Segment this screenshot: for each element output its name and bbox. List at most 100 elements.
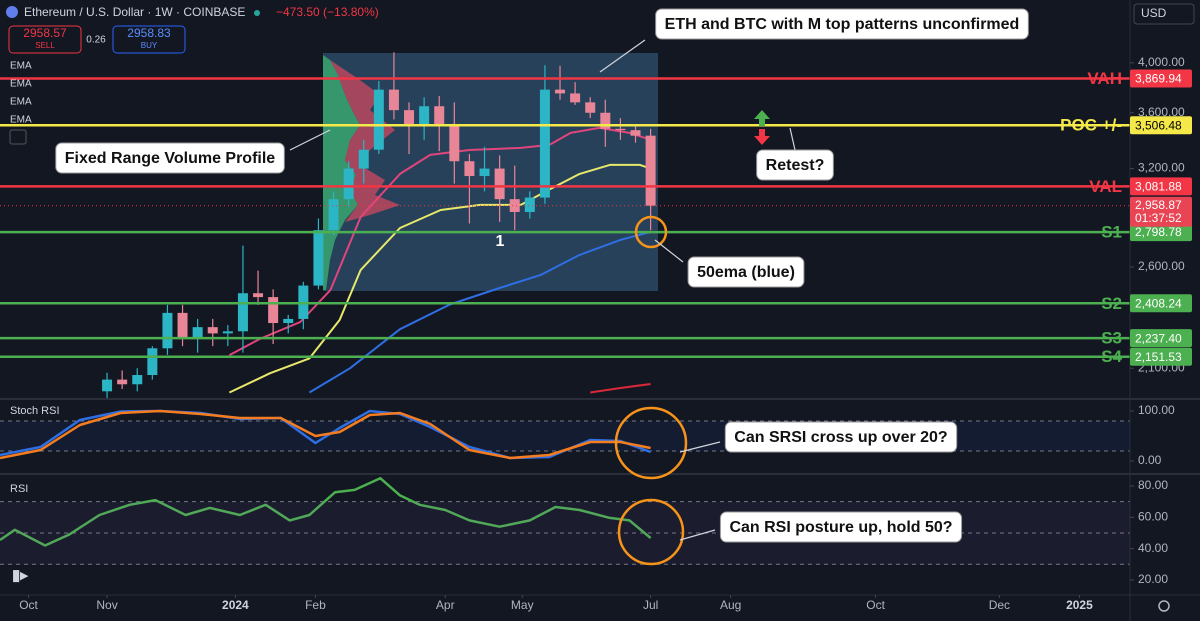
candle-body bbox=[434, 106, 445, 127]
y-tick-label: 60.00 bbox=[1138, 509, 1168, 523]
sell-button[interactable]: 2958.57 SELL bbox=[8, 25, 82, 54]
candle-body bbox=[555, 89, 566, 94]
annotation-text: Can SRSI cross up over 20? bbox=[734, 429, 947, 446]
spread: 0.26 bbox=[86, 35, 106, 46]
level-price-box bbox=[1130, 294, 1192, 313]
level-price-box bbox=[1130, 116, 1192, 135]
axes: 4,000.003,600.003,200.002,600.002,100.00… bbox=[19, 55, 1192, 612]
countdown: 01:37:52 bbox=[1135, 211, 1182, 225]
highlight-circle bbox=[634, 215, 668, 249]
volume-profile-down bbox=[330, 60, 400, 222]
line bbox=[0, 409, 651, 460]
candle-body bbox=[645, 135, 656, 206]
annotation-text: ETH and BTC with M top patterns unconfir… bbox=[665, 16, 1020, 33]
y-tick-label: 80.00 bbox=[1138, 478, 1168, 492]
currency-box[interactable] bbox=[1133, 3, 1195, 25]
candle-body bbox=[509, 199, 520, 212]
level-price-box bbox=[1130, 223, 1192, 242]
up-arrow bbox=[754, 110, 770, 126]
legend-entry: EMA bbox=[10, 79, 32, 90]
candle-body bbox=[615, 128, 626, 131]
x-tick-label: Aug bbox=[720, 598, 741, 612]
level-name: S4 bbox=[1101, 347, 1122, 366]
x-tick-label: 2025 bbox=[1066, 598, 1093, 612]
sell-box[interactable] bbox=[8, 25, 82, 54]
annotation-leader bbox=[289, 129, 331, 151]
candle-body bbox=[358, 149, 369, 169]
annotation-box bbox=[724, 421, 958, 453]
ema-line bbox=[590, 383, 651, 394]
level-name: S1 bbox=[1101, 223, 1122, 242]
buy-box[interactable] bbox=[112, 25, 186, 54]
sell-label[interactable]: SELL bbox=[35, 41, 55, 50]
candle-body bbox=[222, 331, 233, 334]
annotation-text: 1 bbox=[496, 233, 505, 250]
candle-body bbox=[343, 168, 354, 200]
candle-body bbox=[570, 93, 581, 103]
x-tick-label: Apr bbox=[436, 598, 455, 612]
candle-body bbox=[404, 110, 415, 127]
buy-price[interactable]: 2958.83 bbox=[127, 26, 171, 40]
legend-entry: EMA bbox=[10, 115, 32, 126]
level-price: 2,408.24 bbox=[1135, 296, 1182, 310]
logo: ▮▸ bbox=[12, 567, 29, 584]
annotation-box bbox=[55, 142, 285, 174]
candle-body bbox=[419, 106, 430, 127]
candle-body bbox=[630, 130, 641, 136]
candle-body bbox=[313, 230, 324, 286]
level-price-box bbox=[1130, 329, 1192, 348]
y-tick-label: 40.00 bbox=[1138, 541, 1168, 555]
settings-icon[interactable] bbox=[1158, 600, 1170, 612]
candle-body bbox=[102, 379, 113, 392]
ema-line bbox=[308, 230, 651, 394]
x-tick-label: Oct bbox=[19, 598, 38, 612]
band-fill bbox=[0, 421, 1130, 451]
symbol-icon bbox=[6, 6, 18, 18]
currency-button[interactable]: USD bbox=[1133, 3, 1195, 25]
level-price: 3,506.48 bbox=[1135, 118, 1182, 132]
ema-line bbox=[228, 163, 651, 394]
x-tick-label: 2024 bbox=[222, 598, 249, 612]
candle-body bbox=[585, 102, 596, 113]
currency[interactable]: USD bbox=[1141, 6, 1167, 20]
buy-button[interactable]: 2958.83 BUY bbox=[112, 25, 186, 54]
legend-entry: EMA bbox=[10, 61, 32, 72]
last-price-box bbox=[1130, 196, 1192, 227]
candle-body bbox=[494, 168, 505, 200]
annotation-box bbox=[756, 149, 834, 181]
candle-body bbox=[464, 161, 475, 177]
y-tick-label: 3,600.00 bbox=[1138, 105, 1185, 119]
x-tick-label: Nov bbox=[96, 598, 117, 612]
line bbox=[0, 476, 652, 547]
highlight-circle bbox=[614, 406, 688, 480]
line bbox=[0, 409, 652, 460]
pane-title: RSI bbox=[10, 483, 28, 495]
level-price-box bbox=[1130, 177, 1192, 196]
level-name: VAL bbox=[1089, 177, 1122, 196]
candle-body bbox=[177, 312, 188, 338]
sell-price[interactable]: 2958.57 bbox=[23, 26, 67, 40]
highlight-circle bbox=[617, 498, 685, 566]
x-tick-label: Dec bbox=[989, 598, 1010, 612]
candle-body bbox=[253, 293, 264, 298]
candle-body bbox=[268, 297, 279, 324]
candle-body bbox=[147, 348, 158, 376]
annotation-box bbox=[655, 8, 1029, 40]
x-tick-label: Feb bbox=[305, 598, 326, 612]
level-price: 3,869.94 bbox=[1135, 72, 1182, 86]
buy-label[interactable]: BUY bbox=[141, 41, 158, 50]
annotations: ETH and BTC with M top patterns unconfir… bbox=[55, 8, 1029, 543]
candle-body bbox=[539, 89, 550, 198]
y-tick-label: 3,200.00 bbox=[1138, 161, 1185, 175]
collapse-button[interactable] bbox=[9, 129, 27, 145]
level-price: 2,237.40 bbox=[1135, 331, 1182, 345]
candle-body bbox=[237, 293, 248, 332]
y-tick-label: 4,000.00 bbox=[1138, 55, 1185, 69]
y-tick-label: 100.00 bbox=[1138, 403, 1175, 417]
annotation-text: Can RSI posture up, hold 50? bbox=[729, 519, 952, 536]
x-tick-label: Oct bbox=[866, 598, 885, 612]
candle-body bbox=[117, 379, 128, 385]
y-tick-label: 2,600.00 bbox=[1138, 259, 1185, 273]
